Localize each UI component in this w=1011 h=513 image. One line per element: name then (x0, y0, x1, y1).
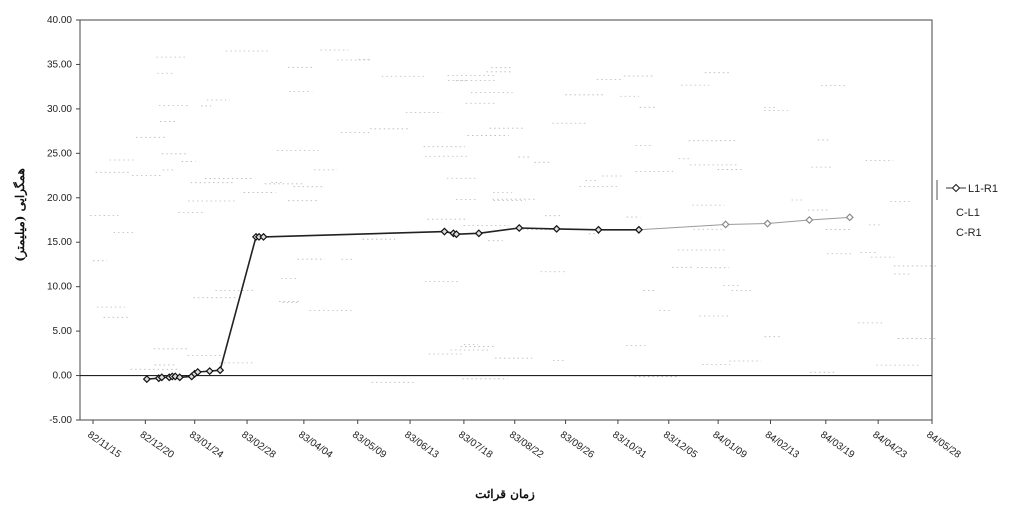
data-point (763, 219, 772, 228)
data-point (805, 215, 814, 225)
plot-area-frame (79, 19, 933, 421)
y-tick-label: -5.00 (49, 415, 72, 426)
series-line-segment (219, 236, 257, 371)
series-layer (142, 213, 854, 384)
data-point (515, 223, 524, 233)
data-point (193, 367, 202, 377)
legend-item-label: C-R1 (956, 227, 982, 239)
y-axis-title: همگرایی (میلیمتر) (12, 168, 28, 262)
y-tick-label: 35.00 (47, 59, 72, 70)
data-point (205, 367, 214, 376)
data-point (259, 232, 268, 241)
y-tick-labels: -5.00 0.00 5.00 10.00 15.00 20.00 25.00 30.00 35… (47, 15, 80, 426)
data-point (594, 225, 603, 234)
legend: L1-R1 C-L1 C-R1 (936, 180, 998, 239)
y-tick-label: 0.00 (53, 371, 73, 382)
y-tick-label: 25.00 (47, 148, 72, 159)
legend-item-label: C-L1 (956, 207, 980, 219)
series-line-segment (263, 230, 445, 238)
data-point (721, 220, 730, 229)
x-axis-title: زمان قرائت (475, 487, 535, 502)
data-point (552, 224, 561, 233)
data-point (845, 213, 854, 222)
series-line-segment (556, 228, 599, 231)
series-line-segment (767, 219, 810, 225)
y-tick-label: 15.00 (47, 237, 72, 248)
series-line-segment (478, 227, 520, 235)
y-tick-label: 40.00 (47, 15, 72, 26)
data-point (175, 373, 184, 382)
data-point (157, 373, 166, 382)
plot-background-noise (90, 49, 938, 383)
series-line-segment (809, 216, 850, 221)
y-tick-label: 20.00 (47, 193, 72, 204)
legend-marker-swatch (951, 183, 961, 193)
series-line-segment (638, 223, 726, 231)
data-point (474, 229, 483, 238)
data-point (142, 375, 151, 384)
axes (79, 19, 933, 421)
data-point (452, 230, 461, 239)
legend-item-label: L1-R1 (968, 183, 998, 195)
y-tick-label: 5.00 (53, 326, 73, 337)
data-point (216, 366, 225, 375)
y-tick-label: 10.00 (47, 282, 72, 293)
data-point (440, 227, 449, 236)
series-line-segment (519, 227, 557, 230)
data-point (634, 225, 643, 234)
series-line-segment (725, 223, 768, 225)
y-tick-label: 30.00 (47, 104, 72, 115)
